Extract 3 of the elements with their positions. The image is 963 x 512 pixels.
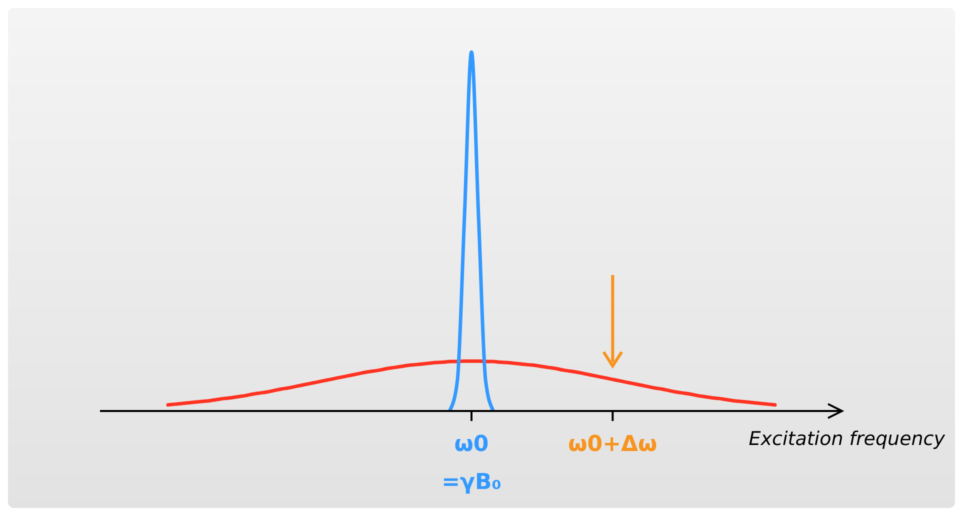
x-tick-label: ω0+Δω (568, 432, 658, 457)
x-axis-title: Excitation frequency (748, 428, 946, 450)
x-tick-label: ω0 =γB₀ (442, 432, 502, 495)
